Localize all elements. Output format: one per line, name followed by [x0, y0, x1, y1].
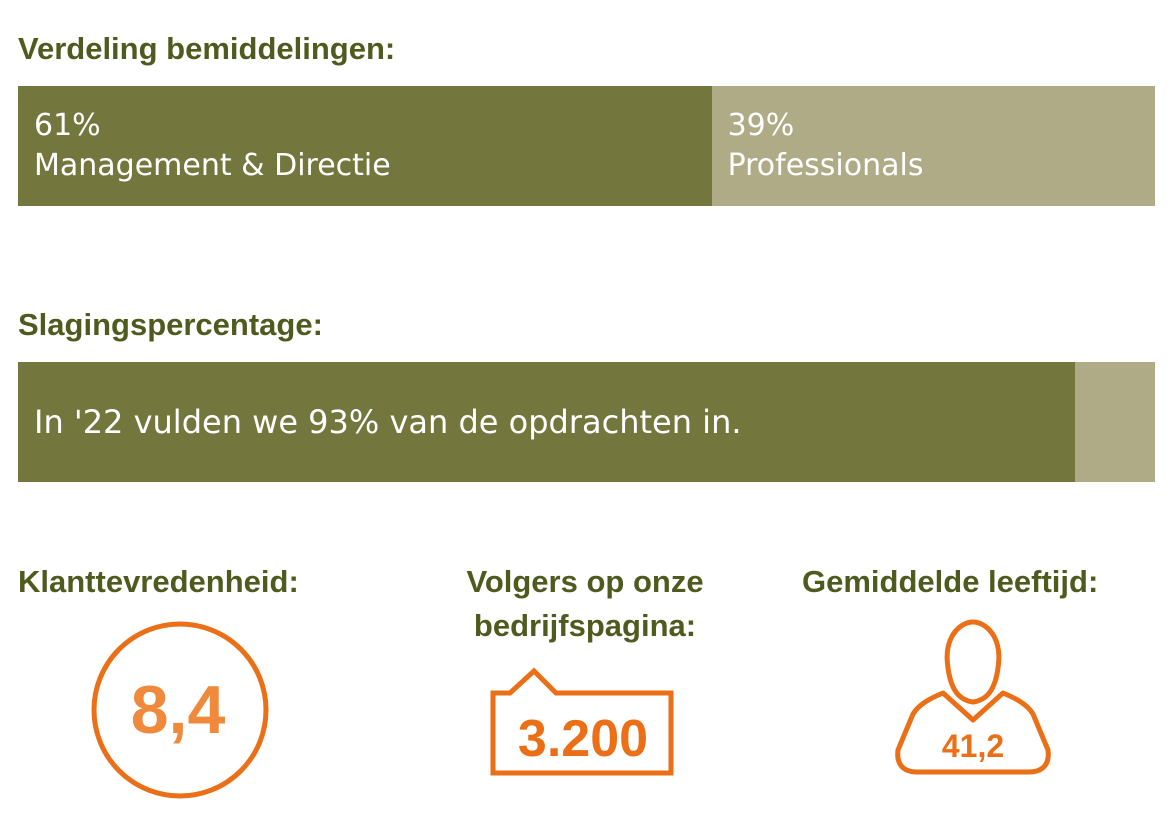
circle-badge-icon: 8,4: [91, 621, 269, 799]
segment-professionals-label: Professionals: [727, 148, 924, 183]
segment-management-percent: 61%: [34, 108, 101, 143]
followers-title-line1: Volgers op onze: [466, 564, 704, 599]
success-text: In '22 vulden we 93% van de opdrachten i…: [34, 403, 742, 441]
satisfaction-title: Klanttevredenheid:: [18, 564, 299, 599]
person-head-outline: [944, 619, 1002, 705]
age-value: 41,2: [942, 728, 1004, 764]
distribution-heading: Verdeling bemiddelingen:: [18, 31, 396, 66]
age-title: Gemiddelde leeftijd:: [802, 564, 1099, 599]
distribution-bar: 61% Management & Directie 39% Profession…: [18, 86, 1155, 206]
person-icon: 41,2: [895, 619, 1051, 775]
followers-title: Volgers op onze bedrijfspagina:: [420, 560, 750, 648]
success-heading: Slagingspercentage:: [18, 307, 323, 342]
followers-value: 3.200: [518, 710, 648, 768]
segment-management: 61% Management & Directie: [18, 86, 712, 206]
followers-title-line2: bedrijfspagina:: [473, 608, 697, 643]
speech-bubble-icon: 3.200: [490, 667, 674, 776]
speech-bubble-outline: [490, 667, 674, 776]
person-body-outline: [895, 690, 1051, 775]
segment-professionals-percent: 39%: [727, 108, 795, 143]
circle-badge-outline: [91, 621, 269, 799]
success-bar-fill: [18, 362, 1076, 482]
satisfaction-value: 8,4: [131, 672, 226, 748]
success-bar: In '22 vulden we 93% van de opdrachten i…: [18, 362, 1155, 482]
segment-management-label: Management & Directie: [34, 148, 391, 183]
segment-professionals: 39% Professionals: [711, 86, 1155, 206]
